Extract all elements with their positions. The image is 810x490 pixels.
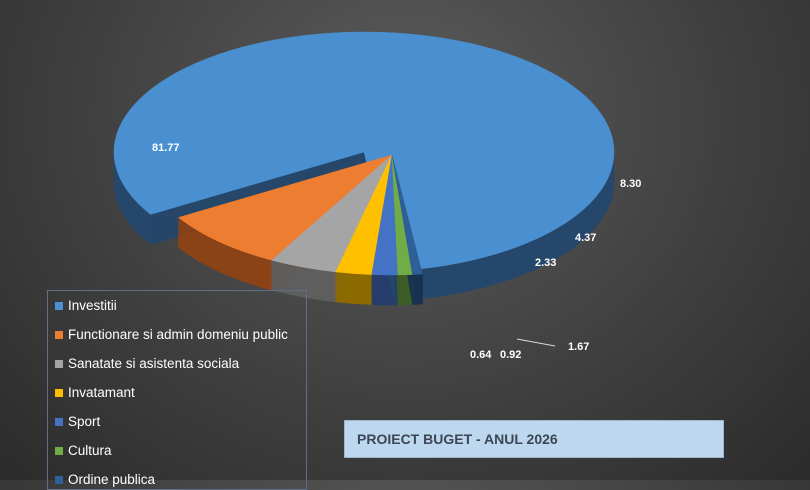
legend-item-cultura[interactable]: Cultura: [55, 443, 112, 458]
legend-label: Sanatate si asistenta sociala: [68, 356, 240, 371]
legend-swatch: [55, 330, 63, 339]
legend-label: Invatamant: [68, 385, 135, 400]
legend-label: Functionare si admin domeniu public: [68, 327, 288, 342]
slice-1[interactable]: [113, 31, 615, 272]
legend-item-sanatate[interactable]: Sanatate si asistenta sociala: [55, 356, 239, 371]
data-label-1: 81.77: [152, 142, 180, 154]
legend-swatch: [55, 359, 63, 368]
pie-chart: 81.77 8.30 4.37 2.33 1.67 0.92 0.64: [113, 31, 641, 361]
data-label-2: 8.30: [620, 178, 641, 190]
legend-swatch: [55, 301, 63, 310]
legend-label: Investitii: [68, 298, 117, 313]
legend-item-functionare[interactable]: Functionare si admin domeniu public: [55, 327, 288, 342]
legend-item-investitii[interactable]: Investitii: [55, 298, 117, 313]
data-label-4: 2.33: [535, 257, 556, 269]
chart-legend: Investitii Functionare si admin domeniu …: [47, 290, 307, 490]
legend-swatch: [55, 388, 63, 397]
chart-title-box: PROIECT BUGET - ANUL 2026: [344, 420, 724, 458]
data-label-3: 4.37: [575, 232, 596, 244]
legend-label: Sport: [68, 414, 101, 429]
legend-swatch: [55, 417, 63, 426]
chart-title: PROIECT BUGET - ANUL 2026: [357, 431, 558, 447]
slice-7[interactable]: [391, 154, 423, 275]
data-label-5: 1.67: [568, 341, 589, 353]
data-label-7: 0.64: [470, 349, 492, 361]
slice-2[interactable]: [178, 154, 393, 261]
legend-item-invatamant[interactable]: Invatamant: [55, 385, 135, 400]
leader-line-5: [516, 338, 556, 347]
legend-swatch: [55, 446, 63, 455]
legend-label: Cultura: [68, 443, 112, 458]
legend-item-sport[interactable]: Sport: [55, 414, 100, 429]
data-label-6: 0.92: [500, 349, 521, 361]
